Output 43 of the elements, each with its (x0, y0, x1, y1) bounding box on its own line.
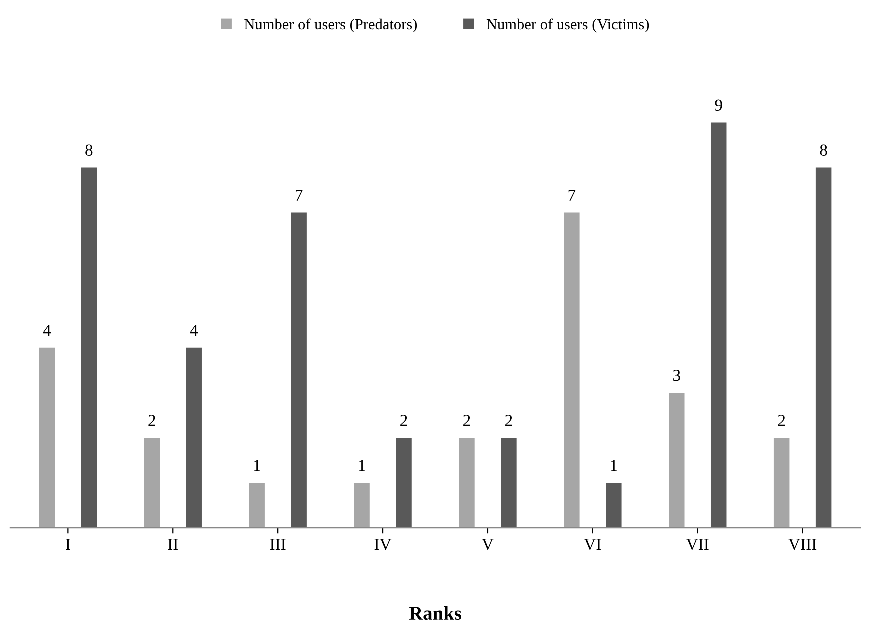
data-label: 4 (190, 325, 198, 336)
bar (396, 438, 412, 528)
data-label: 7 (296, 190, 303, 201)
bar (669, 392, 685, 528)
x-axis-title: Ranks (409, 606, 462, 620)
bar (249, 483, 265, 528)
data-label: 3 (674, 370, 680, 382)
bar (774, 438, 790, 528)
x-tick-label: VII (686, 539, 709, 550)
x-tick-label: V (482, 539, 494, 550)
bar (710, 122, 727, 528)
bar (501, 438, 517, 528)
legend-label: Number of users (Predators) (244, 18, 418, 33)
bar (459, 438, 475, 528)
data-label: 2 (148, 415, 156, 426)
bar (816, 168, 832, 528)
bar (39, 348, 56, 528)
x-tick-label: I (66, 539, 70, 550)
x-tick-label: II (168, 539, 178, 550)
bar (354, 483, 370, 528)
data-label: 9 (715, 100, 722, 111)
data-label: 1 (254, 460, 260, 472)
data-label: 2 (778, 415, 786, 426)
data-label: 7 (568, 190, 576, 201)
data-label: 8 (86, 144, 93, 156)
data-label: 2 (400, 415, 408, 426)
bar (564, 212, 580, 528)
x-tick-label: IV (374, 539, 392, 550)
data-label: 2 (464, 415, 470, 426)
bar (81, 168, 98, 528)
x-tick-label: III (270, 539, 286, 550)
data-label: 4 (43, 325, 52, 336)
legend-label: Number of users (Victims) (486, 18, 650, 33)
bar (291, 212, 307, 528)
bar (606, 483, 622, 528)
bar (186, 348, 202, 528)
data-label: 8 (820, 144, 828, 156)
data-label: 2 (506, 415, 512, 426)
data-label: 1 (611, 460, 618, 472)
x-tick-label: VIII (788, 539, 817, 550)
bar (144, 438, 160, 528)
data-label: 1 (359, 460, 366, 472)
x-tick-label: VI (584, 539, 602, 550)
